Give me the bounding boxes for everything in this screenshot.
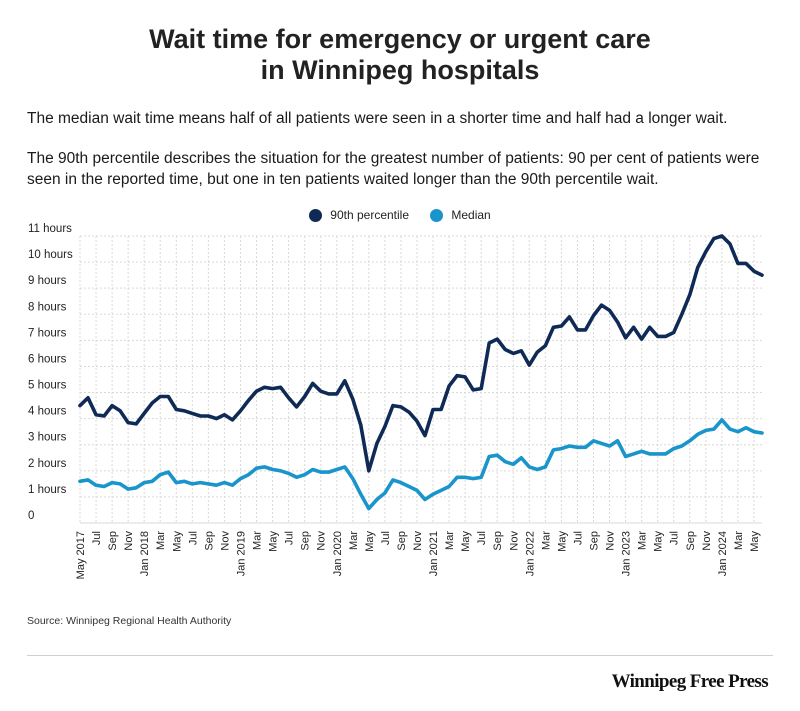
x-tick-label: May bbox=[556, 531, 568, 552]
y-tick-label: 2 hours bbox=[28, 458, 67, 470]
y-tick-label: 7 hours bbox=[28, 327, 67, 339]
x-tick-label: Sep bbox=[203, 531, 215, 551]
y-tick-label: 11 hours bbox=[28, 223, 72, 235]
x-tick-label: Jan 2023 bbox=[621, 531, 633, 576]
legend-label-median: Median bbox=[451, 208, 491, 222]
publisher-logo: Winnipeg Free Press bbox=[611, 671, 769, 692]
y-tick-label: 0 bbox=[28, 510, 34, 522]
x-tick-label: Jan 2020 bbox=[332, 531, 344, 576]
x-tick-label: Jul bbox=[669, 531, 681, 545]
x-tick-label: Jul bbox=[187, 531, 199, 545]
x-tick-label: Nov bbox=[412, 531, 424, 551]
y-tick-label: 1 hours bbox=[28, 484, 67, 496]
median-line bbox=[78, 418, 764, 511]
y-tick-label: 9 hours bbox=[28, 275, 67, 287]
legend-item-90th-percentile: 90th percentile bbox=[309, 208, 409, 222]
x-tick-label: Jul bbox=[476, 531, 488, 545]
legend-label-90th-percentile: 90th percentile bbox=[330, 208, 410, 222]
x-tick-label: Mar bbox=[155, 531, 167, 550]
90th-percentile-line bbox=[78, 234, 764, 473]
x-tick-label: Sep bbox=[107, 531, 119, 551]
y-tick-label: 6 hours bbox=[28, 353, 67, 365]
x-tick-label: Nov bbox=[219, 531, 231, 551]
intro-90th-percentile-description: The 90th percentile describes the situat… bbox=[27, 150, 760, 188]
x-tick-label: Sep bbox=[492, 531, 504, 551]
chart-title-line-1: Wait time for emergency or urgent care bbox=[149, 24, 651, 54]
x-tick-label: Mar bbox=[252, 531, 264, 550]
x-tick-label: Jul bbox=[572, 531, 584, 545]
x-tick-label: Nov bbox=[123, 531, 135, 551]
x-tick-label: Nov bbox=[701, 531, 713, 551]
legend-swatch-median bbox=[430, 208, 444, 222]
x-tick-label: Jan 2024 bbox=[717, 531, 729, 576]
x-tick-label: Sep bbox=[396, 531, 408, 551]
x-tick-label: Mar bbox=[348, 531, 360, 550]
y-tick-label: 10 hours bbox=[28, 249, 73, 261]
chart-title-line-2: in Winnipeg hospitals bbox=[260, 55, 540, 85]
x-tick-label: May bbox=[268, 531, 280, 552]
x-tick-label: Nov bbox=[605, 531, 617, 551]
x-tick-label: May bbox=[749, 531, 761, 552]
chart-legend: 90th percentile Median bbox=[0, 208, 800, 225]
x-tick-label: Mar bbox=[637, 531, 649, 550]
source-note: Source: Winnipeg Regional Health Authori… bbox=[27, 615, 232, 627]
x-tick-label: Jan 2021 bbox=[428, 531, 440, 576]
footer-divider bbox=[27, 655, 773, 656]
x-tick-label: Mar bbox=[444, 531, 456, 550]
x-tick-label: Mar bbox=[733, 531, 745, 550]
x-tick-label: May bbox=[364, 531, 376, 552]
x-tick-label: Nov bbox=[316, 531, 328, 551]
x-tick-label: Jan 2019 bbox=[235, 531, 247, 576]
x-tick-label: Mar bbox=[540, 531, 552, 550]
x-tick-label: Jul bbox=[91, 531, 103, 545]
x-tick-label: Jan 2022 bbox=[524, 531, 536, 576]
y-tick-label: 3 hours bbox=[28, 432, 67, 444]
x-tick-label: May bbox=[460, 531, 472, 552]
x-tick-label: Nov bbox=[508, 531, 520, 551]
x-tick-label: May bbox=[653, 531, 665, 552]
x-tick-label: Sep bbox=[685, 531, 697, 551]
legend-item-median: Median bbox=[430, 208, 491, 222]
y-tick-label: 8 hours bbox=[28, 301, 67, 313]
x-tick-label: May bbox=[171, 531, 183, 552]
x-tick-label: Jul bbox=[284, 531, 296, 545]
x-tick-label: Sep bbox=[300, 531, 312, 551]
intro-median-description: The median wait time means half of all p… bbox=[27, 110, 728, 127]
y-tick-label: 5 hours bbox=[28, 380, 67, 392]
line-chart: 0 1 hours 2 hours 3 hours 4 hours 5 hours 6 ho… bbox=[28, 223, 764, 579]
x-tick-label: Jan 2018 bbox=[139, 531, 151, 576]
y-tick-label: 4 hours bbox=[28, 406, 67, 418]
x-tick-label: Sep bbox=[589, 531, 601, 551]
legend-swatch-90th-percentile bbox=[309, 208, 323, 222]
x-tick-label: Jul bbox=[380, 531, 392, 545]
chart-title: Wait time for emergency or urgent care i… bbox=[0, 24, 800, 86]
x-tick-label: May 2017 bbox=[75, 531, 87, 579]
